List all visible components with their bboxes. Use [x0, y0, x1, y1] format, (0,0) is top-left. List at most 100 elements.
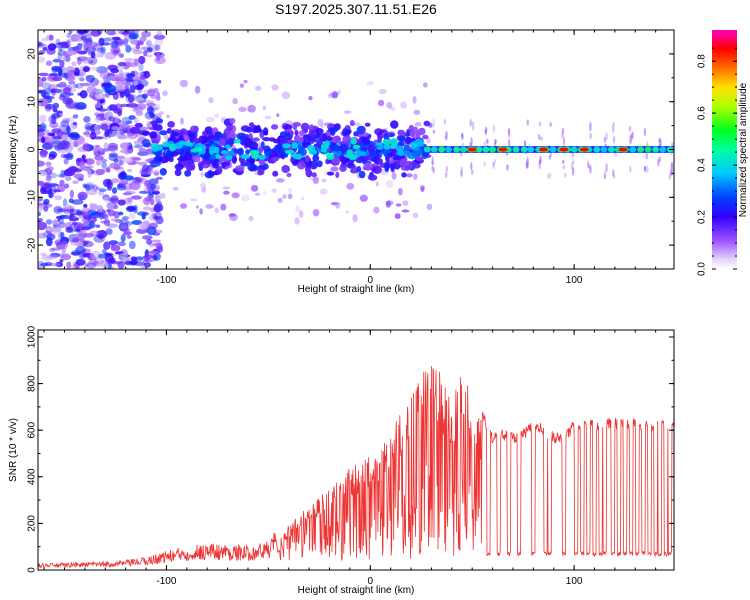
noise-blob [38, 56, 46, 63]
noise-blob [38, 211, 41, 217]
noise-blob [83, 131, 90, 136]
streak-blob [643, 166, 647, 173]
noise-blob [92, 262, 100, 267]
onset-bright-spot [249, 150, 260, 155]
onset-blob [316, 160, 323, 168]
faint-blob [413, 173, 418, 180]
noise-blob [80, 36, 87, 41]
noise-blob [60, 41, 69, 48]
noise-blob [49, 40, 56, 44]
onset-blob [377, 136, 382, 143]
streak-blob [507, 138, 511, 148]
faint-blob [214, 113, 220, 119]
noise-blob [96, 205, 104, 213]
noise-blob [151, 239, 162, 243]
noise-blob [111, 187, 118, 194]
onset-blob [412, 126, 419, 134]
noise-blob [94, 150, 101, 157]
noise-blob [119, 159, 125, 166]
noise-blob [107, 223, 118, 228]
faint-blob [394, 213, 401, 220]
noise-blob [138, 62, 144, 72]
onset-blob [208, 171, 217, 176]
onset-blob [156, 134, 161, 142]
noise-blob [79, 77, 85, 82]
noise-blob [50, 227, 59, 235]
onset-blob [372, 165, 382, 174]
onset-blob [423, 120, 431, 127]
noise-blob [144, 111, 155, 120]
faint-blob [288, 187, 293, 193]
onset-blob [211, 160, 218, 167]
y-tick-label: 800 [27, 375, 38, 392]
streak-blob [486, 138, 489, 144]
streak-blob [589, 165, 592, 174]
noise-blob [57, 149, 68, 154]
noise-blob [58, 46, 63, 52]
noise-blob [103, 197, 111, 203]
noise-blob [117, 183, 127, 188]
noise-blob [110, 244, 121, 252]
onset-bright-spot [240, 154, 251, 159]
tone-segment [600, 146, 608, 153]
onset-bright-spot [154, 144, 163, 151]
noise-blob [131, 157, 142, 161]
noise-blob [76, 209, 82, 216]
noise-blob [96, 30, 103, 35]
noise-blob [156, 245, 164, 253]
onset-blob [300, 122, 310, 131]
noise-blob [63, 153, 73, 159]
onset-blob [363, 162, 373, 170]
noise-blob [38, 232, 47, 239]
noise-blob [40, 152, 48, 158]
spectrogram-x-axis-label: Height of straight line (km) [298, 284, 415, 295]
snr-x-ticks: -100 0 100 [43, 330, 657, 587]
noise-blob [94, 102, 102, 109]
onset-blob [248, 122, 255, 128]
noise-blob [106, 166, 111, 173]
tone-segment [430, 146, 438, 153]
noise-blob [50, 247, 62, 251]
noise-blob [100, 81, 112, 89]
onset-blob [296, 161, 306, 170]
faint-blob [385, 200, 391, 208]
noise-blob [78, 42, 89, 47]
noise-blob [153, 203, 164, 213]
tone-segment [438, 146, 446, 153]
faint-blob [201, 186, 207, 193]
tone-peak [579, 147, 589, 152]
noise-blob [121, 216, 130, 220]
streak-blob [549, 122, 552, 127]
noise-blob [148, 188, 155, 196]
onset-bright-spot [307, 145, 316, 152]
noise-blob [155, 216, 164, 225]
faint-blob [312, 176, 319, 184]
onset-blob [340, 157, 348, 165]
faint-blob [255, 85, 262, 91]
tone-segment [459, 146, 467, 153]
streak-blob [605, 162, 608, 172]
onset-blob [233, 148, 243, 154]
faint-blob [155, 195, 161, 203]
faint-blob [200, 182, 207, 190]
streak-blob [526, 119, 529, 126]
noise-blob [49, 193, 55, 198]
noise-blob [51, 88, 56, 96]
noise-blob [75, 246, 86, 254]
onset-blob [384, 161, 390, 171]
onset-bright-spot [382, 138, 392, 146]
onset-blob [198, 135, 209, 144]
streak-blob [432, 166, 435, 174]
tone-segment [629, 146, 637, 153]
onset-bright-spot [292, 153, 303, 160]
streak-blob [506, 164, 509, 171]
onset-blob [367, 144, 375, 153]
onset-blob [342, 128, 348, 137]
onset-blob [271, 124, 279, 130]
noise-blob [62, 97, 74, 105]
onset-blob [222, 161, 231, 166]
noise-blob [127, 168, 133, 173]
faint-blob [228, 213, 236, 217]
faint-blob [312, 209, 320, 217]
noise-blob [38, 42, 43, 47]
